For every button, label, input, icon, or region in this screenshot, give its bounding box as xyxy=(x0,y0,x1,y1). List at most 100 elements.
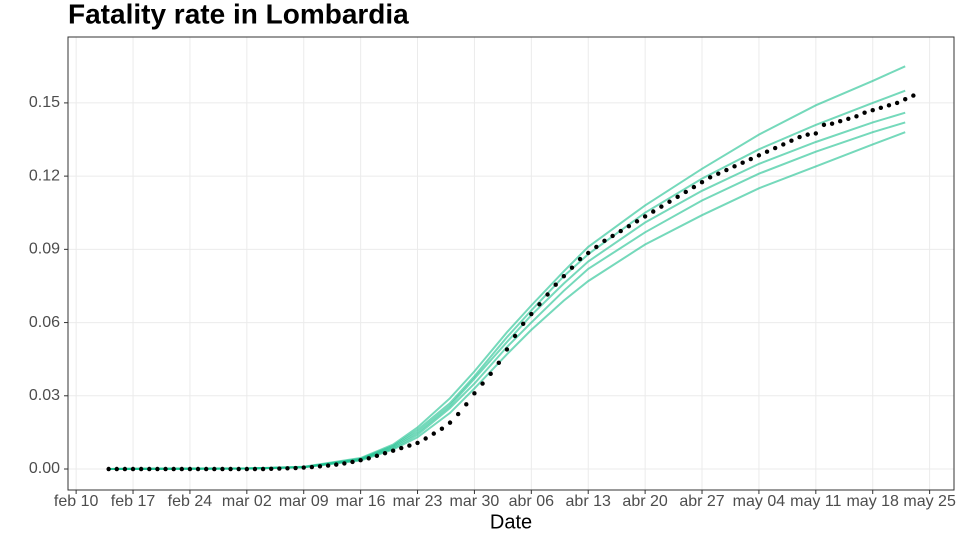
observed-point xyxy=(317,464,323,469)
observed-point xyxy=(870,108,875,113)
observed-point xyxy=(634,219,640,224)
observed-point xyxy=(911,93,916,98)
observed-point xyxy=(886,103,892,108)
observed-point xyxy=(586,250,591,256)
observed-point xyxy=(829,121,835,126)
observed-point xyxy=(854,114,859,119)
observed-point xyxy=(813,131,819,136)
observed-point xyxy=(561,273,567,279)
x-tick-label: may 25 xyxy=(903,493,956,510)
observed-point xyxy=(740,160,745,165)
observed-point xyxy=(325,463,331,468)
x-tick-label: may 18 xyxy=(846,493,899,510)
observed-point xyxy=(252,466,258,472)
observed-point xyxy=(374,453,380,459)
observed-point xyxy=(236,466,241,472)
observed-point xyxy=(114,466,119,472)
observed-point xyxy=(179,466,184,472)
observed-point xyxy=(748,156,753,162)
observed-point xyxy=(301,465,306,470)
observed-point xyxy=(309,464,315,470)
observed-point xyxy=(285,466,290,471)
observed-point xyxy=(569,265,575,270)
observed-point xyxy=(772,145,778,151)
observed-point xyxy=(480,381,485,386)
observed-point xyxy=(553,282,558,287)
observed-point xyxy=(903,97,908,102)
observed-point xyxy=(220,466,225,472)
chart-title: Fatality rate in Lombardia xyxy=(68,0,409,29)
observed-point xyxy=(512,333,518,339)
x-tick-label: mar 16 xyxy=(336,493,386,510)
observed-point xyxy=(878,105,884,110)
y-tick-label: 0.15 xyxy=(29,94,60,111)
x-tick-label: feb 17 xyxy=(111,493,156,510)
observed-point xyxy=(293,465,298,471)
observed-point xyxy=(155,466,160,472)
y-tick-label: 0.03 xyxy=(29,387,60,404)
observed-point xyxy=(797,134,802,140)
observed-point xyxy=(171,466,176,472)
observed-point xyxy=(496,360,502,366)
x-tick-label: abr 20 xyxy=(622,493,667,510)
observed-point xyxy=(594,244,599,250)
observed-point xyxy=(504,347,510,352)
observed-point xyxy=(659,204,664,209)
observed-point xyxy=(439,426,445,431)
observed-point xyxy=(228,466,233,472)
observed-point xyxy=(350,459,355,465)
observed-point xyxy=(138,466,144,472)
observed-point xyxy=(195,466,201,472)
observed-point xyxy=(821,122,827,128)
observed-point xyxy=(789,138,794,143)
x-tick-label: feb 24 xyxy=(168,493,213,510)
observed-point xyxy=(342,461,347,466)
observed-point xyxy=(455,411,461,417)
observed-point xyxy=(472,391,477,396)
x-tick-label: mar 09 xyxy=(279,493,329,510)
observed-point xyxy=(382,450,388,456)
observed-point xyxy=(187,466,193,472)
observed-point xyxy=(732,164,737,169)
observed-point xyxy=(415,440,420,446)
observed-point xyxy=(626,223,632,229)
observed-point xyxy=(244,466,250,472)
observed-point xyxy=(577,256,583,262)
observed-point xyxy=(130,466,136,472)
x-tick-label: abr 27 xyxy=(679,493,724,510)
x-tick-label: mar 23 xyxy=(393,493,443,510)
observed-point xyxy=(334,462,339,467)
x-tick-label: abr 06 xyxy=(509,493,554,510)
observed-point xyxy=(488,371,493,377)
observed-point xyxy=(122,466,128,472)
observed-point xyxy=(862,110,867,115)
observed-point xyxy=(529,311,534,317)
observed-point xyxy=(642,214,648,219)
x-tick-label: mar 30 xyxy=(450,493,500,510)
observed-point xyxy=(277,466,282,471)
observed-point xyxy=(399,445,404,451)
observed-point xyxy=(846,116,851,121)
observed-point xyxy=(366,456,371,461)
simulation-line xyxy=(108,65,906,470)
observed-point xyxy=(212,466,217,472)
observed-point xyxy=(683,189,688,195)
observed-point xyxy=(358,458,363,463)
y-tick-label: 0.09 xyxy=(29,241,60,258)
observed-point xyxy=(838,119,843,124)
observed-point xyxy=(431,431,436,436)
observed-point xyxy=(675,194,680,200)
observed-point xyxy=(520,321,526,326)
plot-panel xyxy=(68,37,954,490)
observed-point xyxy=(106,466,111,472)
y-tick-label: 0.00 xyxy=(29,460,60,477)
observed-point xyxy=(651,209,656,214)
observed-point xyxy=(147,466,152,472)
y-tick-label: 0.12 xyxy=(29,167,60,184)
observed-point xyxy=(464,402,469,407)
observed-point xyxy=(537,302,542,307)
x-axis-title: Date xyxy=(490,511,532,533)
observed-point xyxy=(724,167,729,173)
observed-point xyxy=(756,153,762,158)
